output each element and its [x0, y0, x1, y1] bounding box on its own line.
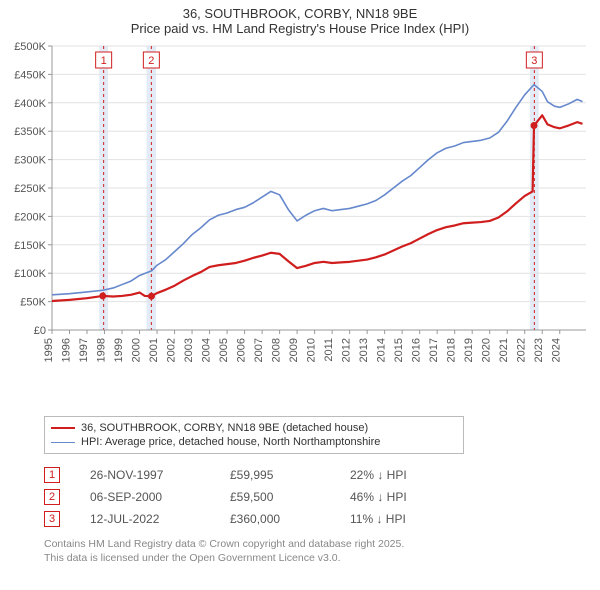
- svg-text:2003: 2003: [183, 338, 195, 362]
- transaction-price: £360,000: [230, 512, 320, 526]
- legend-swatch-red: [51, 427, 75, 429]
- svg-text:2010: 2010: [306, 338, 318, 362]
- svg-text:1997: 1997: [78, 338, 90, 362]
- svg-text:£250K: £250K: [14, 183, 46, 195]
- svg-text:2019: 2019: [463, 338, 475, 362]
- svg-text:1999: 1999: [113, 338, 125, 362]
- svg-text:£450K: £450K: [14, 69, 46, 81]
- svg-text:2015: 2015: [393, 338, 405, 362]
- legend: 36, SOUTHBROOK, CORBY, NN18 9BE (detache…: [44, 416, 464, 454]
- transaction-date: 12-JUL-2022: [90, 512, 200, 526]
- title-address: 36, SOUTHBROOK, CORBY, NN18 9BE: [8, 6, 592, 21]
- svg-text:2: 2: [148, 55, 154, 67]
- svg-text:£100K: £100K: [14, 268, 46, 280]
- svg-text:1996: 1996: [61, 338, 73, 362]
- svg-text:£350K: £350K: [14, 126, 46, 138]
- svg-text:2024: 2024: [551, 338, 563, 362]
- svg-text:£400K: £400K: [14, 98, 46, 110]
- footer-line2: This data is licensed under the Open Gov…: [44, 552, 592, 566]
- svg-text:1: 1: [101, 55, 107, 67]
- line-chart-svg: 1 2 3 £0 £50K £100K £150K £200K £250K £300K £350K £…: [8, 40, 592, 410]
- svg-text:2014: 2014: [376, 338, 388, 362]
- legend-label: HPI: Average price, detached house, Nort…: [81, 436, 380, 448]
- transaction-price: £59,500: [230, 490, 320, 504]
- svg-text:£50K: £50K: [20, 297, 46, 309]
- transaction-row: 1 26-NOV-1997 £59,995 22% ↓ HPI: [44, 464, 592, 486]
- svg-text:2007: 2007: [253, 338, 265, 362]
- svg-text:2016: 2016: [411, 338, 423, 362]
- footer-attribution: Contains HM Land Registry data © Crown c…: [44, 538, 592, 565]
- legend-label: 36, SOUTHBROOK, CORBY, NN18 9BE (detache…: [81, 422, 368, 434]
- transaction-marker-icon: 2: [44, 489, 60, 505]
- svg-text:3: 3: [531, 55, 537, 67]
- svg-text:2012: 2012: [341, 338, 353, 362]
- svg-text:2000: 2000: [131, 338, 143, 362]
- svg-text:1995: 1995: [43, 338, 55, 362]
- svg-text:2018: 2018: [446, 338, 458, 362]
- transaction-diff: 22% ↓ HPI: [350, 468, 460, 482]
- svg-text:2008: 2008: [271, 338, 283, 362]
- svg-text:2011: 2011: [323, 338, 335, 362]
- transaction-marker-icon: 3: [44, 511, 60, 527]
- svg-text:£300K: £300K: [14, 155, 46, 167]
- chart-area: 1 2 3 £0 £50K £100K £150K £200K £250K £300K £350K £…: [8, 40, 592, 410]
- transaction-marker-icon: 1: [44, 467, 60, 483]
- transaction-diff: 46% ↓ HPI: [350, 490, 460, 504]
- svg-text:£150K: £150K: [14, 240, 46, 252]
- transactions-table: 1 26-NOV-1997 £59,995 22% ↓ HPI 2 06-SEP…: [44, 464, 592, 530]
- title-subtitle: Price paid vs. HM Land Registry's House …: [8, 21, 592, 36]
- legend-item-price-paid: 36, SOUTHBROOK, CORBY, NN18 9BE (detache…: [51, 421, 457, 435]
- svg-text:2020: 2020: [481, 338, 493, 362]
- svg-text:2009: 2009: [288, 338, 300, 362]
- svg-text:2004: 2004: [201, 338, 213, 362]
- svg-text:1998: 1998: [96, 338, 108, 362]
- svg-text:2002: 2002: [166, 338, 178, 362]
- chart-title: 36, SOUTHBROOK, CORBY, NN18 9BE Price pa…: [8, 6, 592, 36]
- transaction-date: 26-NOV-1997: [90, 468, 200, 482]
- transaction-diff: 11% ↓ HPI: [350, 512, 460, 526]
- transaction-row: 3 12-JUL-2022 £360,000 11% ↓ HPI: [44, 508, 592, 530]
- svg-text:2023: 2023: [533, 338, 545, 362]
- transaction-date: 06-SEP-2000: [90, 490, 200, 504]
- svg-text:2022: 2022: [516, 338, 528, 362]
- svg-text:2005: 2005: [218, 338, 230, 362]
- svg-text:£200K: £200K: [14, 211, 46, 223]
- legend-swatch-blue: [51, 442, 75, 443]
- transaction-price: £59,995: [230, 468, 320, 482]
- svg-text:2021: 2021: [498, 338, 510, 362]
- svg-text:2001: 2001: [148, 338, 160, 362]
- svg-text:£500K: £500K: [14, 41, 46, 53]
- svg-text:2006: 2006: [236, 338, 248, 362]
- svg-text:2013: 2013: [358, 338, 370, 362]
- svg-text:2017: 2017: [428, 338, 440, 362]
- transaction-row: 2 06-SEP-2000 £59,500 46% ↓ HPI: [44, 486, 592, 508]
- svg-text:£0: £0: [34, 325, 46, 337]
- footer-line1: Contains HM Land Registry data © Crown c…: [44, 538, 592, 552]
- legend-item-hpi: HPI: Average price, detached house, Nort…: [51, 435, 457, 449]
